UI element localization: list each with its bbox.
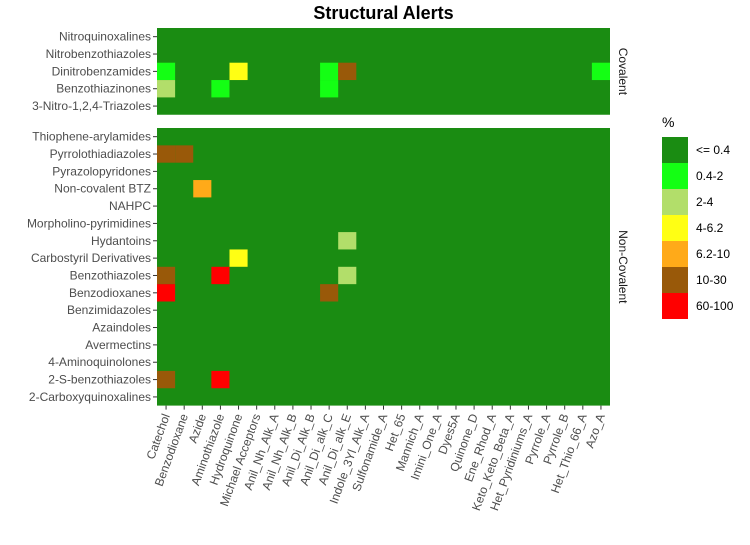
heatmap-cell <box>320 80 339 98</box>
heatmap-cell <box>591 62 610 81</box>
facet-strip-1 <box>610 128 636 406</box>
legend-swatch <box>662 189 688 215</box>
y-tick-label: Azaindoles <box>92 321 151 335</box>
legend-label: 2-4 <box>696 195 714 209</box>
heatmap-cell <box>229 249 248 267</box>
y-tick-label: Nitroquinoxalines <box>59 30 151 44</box>
heatmap-cell <box>157 284 176 302</box>
heatmap-cell <box>157 370 176 389</box>
heatmap-cell <box>157 266 176 285</box>
y-tick-label: Hydantoins <box>91 234 151 248</box>
y-tick-label: Pyrazolopyridones <box>52 164 151 178</box>
legend-label: 4-6.2 <box>696 221 724 235</box>
heatmap-cell <box>157 80 176 98</box>
legend-swatch <box>662 293 688 319</box>
legend-label: <= 0.4 <box>696 143 730 157</box>
heatmap-cell <box>211 80 230 98</box>
heatmap-cell <box>338 266 357 285</box>
heatmap-cell <box>157 62 176 81</box>
heatmap-cell <box>157 145 176 163</box>
y-tick-label: Thiophene-arylamides <box>32 130 151 144</box>
heatmap-cell <box>338 62 357 81</box>
y-tick-label: Morpholino-pyrimidines <box>27 216 151 230</box>
y-tick-label: Non-covalent BTZ <box>54 182 151 196</box>
legend-title: % <box>662 114 674 130</box>
y-tick-label: Benzothiazoles <box>70 268 151 282</box>
chart-title: Structural Alerts <box>313 3 454 23</box>
heatmap-cell <box>211 266 230 285</box>
facet-label: Non-Covalent <box>616 230 630 304</box>
panel-background-0 <box>157 28 610 115</box>
legend-label: 0.4-2 <box>696 169 724 183</box>
y-tick-label: Carbostyril Derivatives <box>31 251 151 265</box>
y-tick-label: 3-Nitro-1,2,4-Triazoles <box>32 99 151 113</box>
legend-swatch <box>662 215 688 241</box>
heatmap-cell <box>193 180 212 198</box>
legend-label: 10-30 <box>696 273 727 287</box>
y-tick-label: Benzothiazinones <box>56 82 151 96</box>
y-tick-label: 4-Aminoquinolones <box>48 355 151 369</box>
heatmap-cell <box>320 284 339 302</box>
legend-swatch <box>662 137 688 163</box>
y-tick-label: 2-S-benzothiazoles <box>48 373 151 387</box>
legend-label: 60-100 <box>696 299 734 313</box>
y-tick-label: Dinitrobenzamides <box>52 64 151 78</box>
legend-swatch <box>662 267 688 293</box>
y-tick-label: 2-Carboxyquinoxalines <box>29 390 151 404</box>
y-tick-label: Benzimidazoles <box>67 303 151 317</box>
legend-swatch <box>662 241 688 267</box>
y-tick-label: Pyrrolothiadiazoles <box>50 147 151 161</box>
y-tick-label: Avermectins <box>85 338 151 352</box>
heatmap-cell <box>175 145 194 163</box>
heatmap-cell <box>229 62 248 81</box>
heatmap-cell <box>338 232 357 250</box>
y-tick-label: NAHPC <box>109 199 151 213</box>
heatmap-cell <box>320 62 339 81</box>
facet-label: Covalent <box>616 48 630 96</box>
y-tick-label: Nitrobenzothiazoles <box>46 47 151 61</box>
legend-label: 6.2-10 <box>696 247 730 261</box>
legend-swatch <box>662 163 688 189</box>
y-tick-label: Benzodioxanes <box>69 286 151 300</box>
heatmap-cell <box>211 370 230 389</box>
facet-strip-0 <box>610 28 636 115</box>
